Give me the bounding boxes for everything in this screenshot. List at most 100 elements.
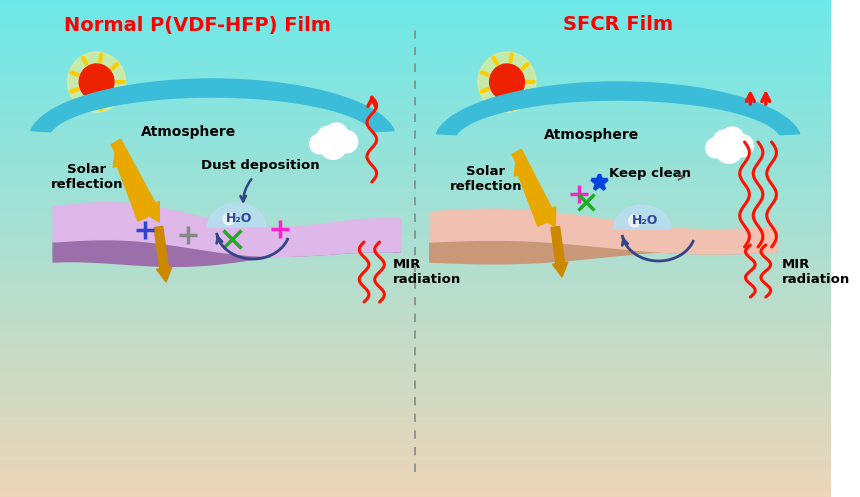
Bar xyxy=(0,119,831,122)
Bar xyxy=(0,25,831,27)
Text: Solar
reflection: Solar reflection xyxy=(450,165,522,193)
Bar xyxy=(0,390,831,393)
Bar xyxy=(0,462,831,465)
Bar xyxy=(0,263,831,266)
Bar xyxy=(0,42,831,45)
Bar xyxy=(0,191,831,194)
FancyArrow shape xyxy=(551,226,568,277)
Bar xyxy=(0,171,831,174)
Bar xyxy=(0,276,831,278)
Bar xyxy=(0,365,831,368)
Bar xyxy=(0,338,831,340)
Bar xyxy=(0,316,831,318)
Circle shape xyxy=(317,126,339,148)
Bar xyxy=(0,281,831,283)
Bar xyxy=(0,82,831,84)
FancyArrow shape xyxy=(111,139,159,222)
Bar xyxy=(0,298,831,301)
Bar xyxy=(0,10,831,12)
Bar xyxy=(0,460,831,462)
Bar xyxy=(0,268,831,271)
Bar xyxy=(0,450,831,452)
Bar xyxy=(0,480,831,482)
Bar xyxy=(0,204,831,206)
Bar xyxy=(0,278,831,281)
Bar xyxy=(0,231,831,234)
Bar xyxy=(0,465,831,467)
Bar xyxy=(0,99,831,102)
Bar xyxy=(0,358,831,360)
Bar xyxy=(0,112,831,114)
Polygon shape xyxy=(613,205,671,229)
Bar xyxy=(0,425,831,427)
Polygon shape xyxy=(430,240,777,264)
Bar xyxy=(0,348,831,350)
Bar xyxy=(0,432,831,435)
Bar xyxy=(0,335,831,338)
Bar xyxy=(0,199,831,201)
Bar xyxy=(0,221,831,224)
Bar xyxy=(0,273,831,276)
Bar xyxy=(0,67,831,70)
Bar xyxy=(0,296,831,298)
Bar xyxy=(0,129,831,132)
Bar xyxy=(0,0,831,2)
Bar xyxy=(0,184,831,186)
Bar xyxy=(0,157,831,159)
Bar xyxy=(0,368,831,370)
Bar xyxy=(0,470,831,472)
Bar xyxy=(0,271,831,273)
Bar xyxy=(0,224,831,226)
Bar xyxy=(0,422,831,425)
Bar xyxy=(0,490,831,492)
Bar xyxy=(0,77,831,80)
Text: Dust deposition: Dust deposition xyxy=(201,159,320,171)
Text: H₂O: H₂O xyxy=(226,213,253,226)
Circle shape xyxy=(310,134,329,154)
Bar xyxy=(0,122,831,124)
Polygon shape xyxy=(430,209,777,254)
Bar xyxy=(0,353,831,355)
Bar xyxy=(0,482,831,485)
Bar xyxy=(0,206,831,209)
Bar xyxy=(0,236,831,239)
Text: MIR
radiation: MIR radiation xyxy=(783,258,851,286)
Bar xyxy=(0,65,831,67)
Bar xyxy=(0,435,831,437)
Bar xyxy=(0,102,831,104)
Bar xyxy=(0,345,831,348)
Bar xyxy=(0,166,831,169)
Bar xyxy=(0,139,831,142)
Bar xyxy=(0,430,831,432)
Polygon shape xyxy=(53,203,401,256)
Circle shape xyxy=(478,52,536,112)
Bar xyxy=(0,211,831,214)
Bar xyxy=(0,84,831,87)
Bar xyxy=(0,35,831,37)
Bar xyxy=(0,70,831,72)
Bar xyxy=(0,286,831,288)
Bar xyxy=(0,258,831,261)
Circle shape xyxy=(319,131,347,160)
Bar xyxy=(0,343,831,345)
Bar xyxy=(0,89,831,92)
Bar xyxy=(0,293,831,296)
Bar xyxy=(0,7,831,10)
Bar xyxy=(0,216,831,219)
Bar xyxy=(0,234,831,236)
Bar xyxy=(0,405,831,408)
Bar xyxy=(0,92,831,94)
Text: Solar
reflection: Solar reflection xyxy=(51,163,123,191)
Bar xyxy=(0,447,831,450)
FancyArrow shape xyxy=(154,226,172,282)
Bar xyxy=(0,246,831,248)
Bar xyxy=(0,457,831,460)
Bar xyxy=(0,107,831,109)
Circle shape xyxy=(732,135,753,157)
Bar xyxy=(0,360,831,363)
Bar xyxy=(0,363,831,365)
Bar xyxy=(0,420,831,422)
Bar xyxy=(0,137,831,139)
Bar xyxy=(0,109,831,112)
Text: MIR
radiation: MIR radiation xyxy=(393,258,461,286)
